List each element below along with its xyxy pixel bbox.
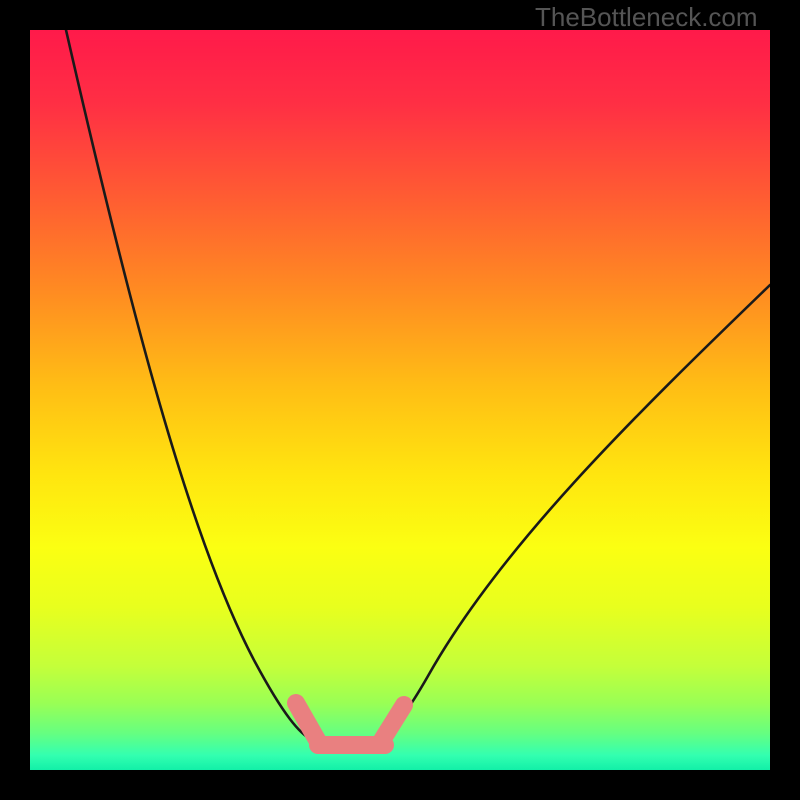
accent-mark-2 [379, 705, 404, 745]
chart-overlay [0, 0, 800, 800]
bottleneck-curve [66, 30, 770, 740]
watermark-text: TheBottleneck.com [535, 2, 758, 33]
